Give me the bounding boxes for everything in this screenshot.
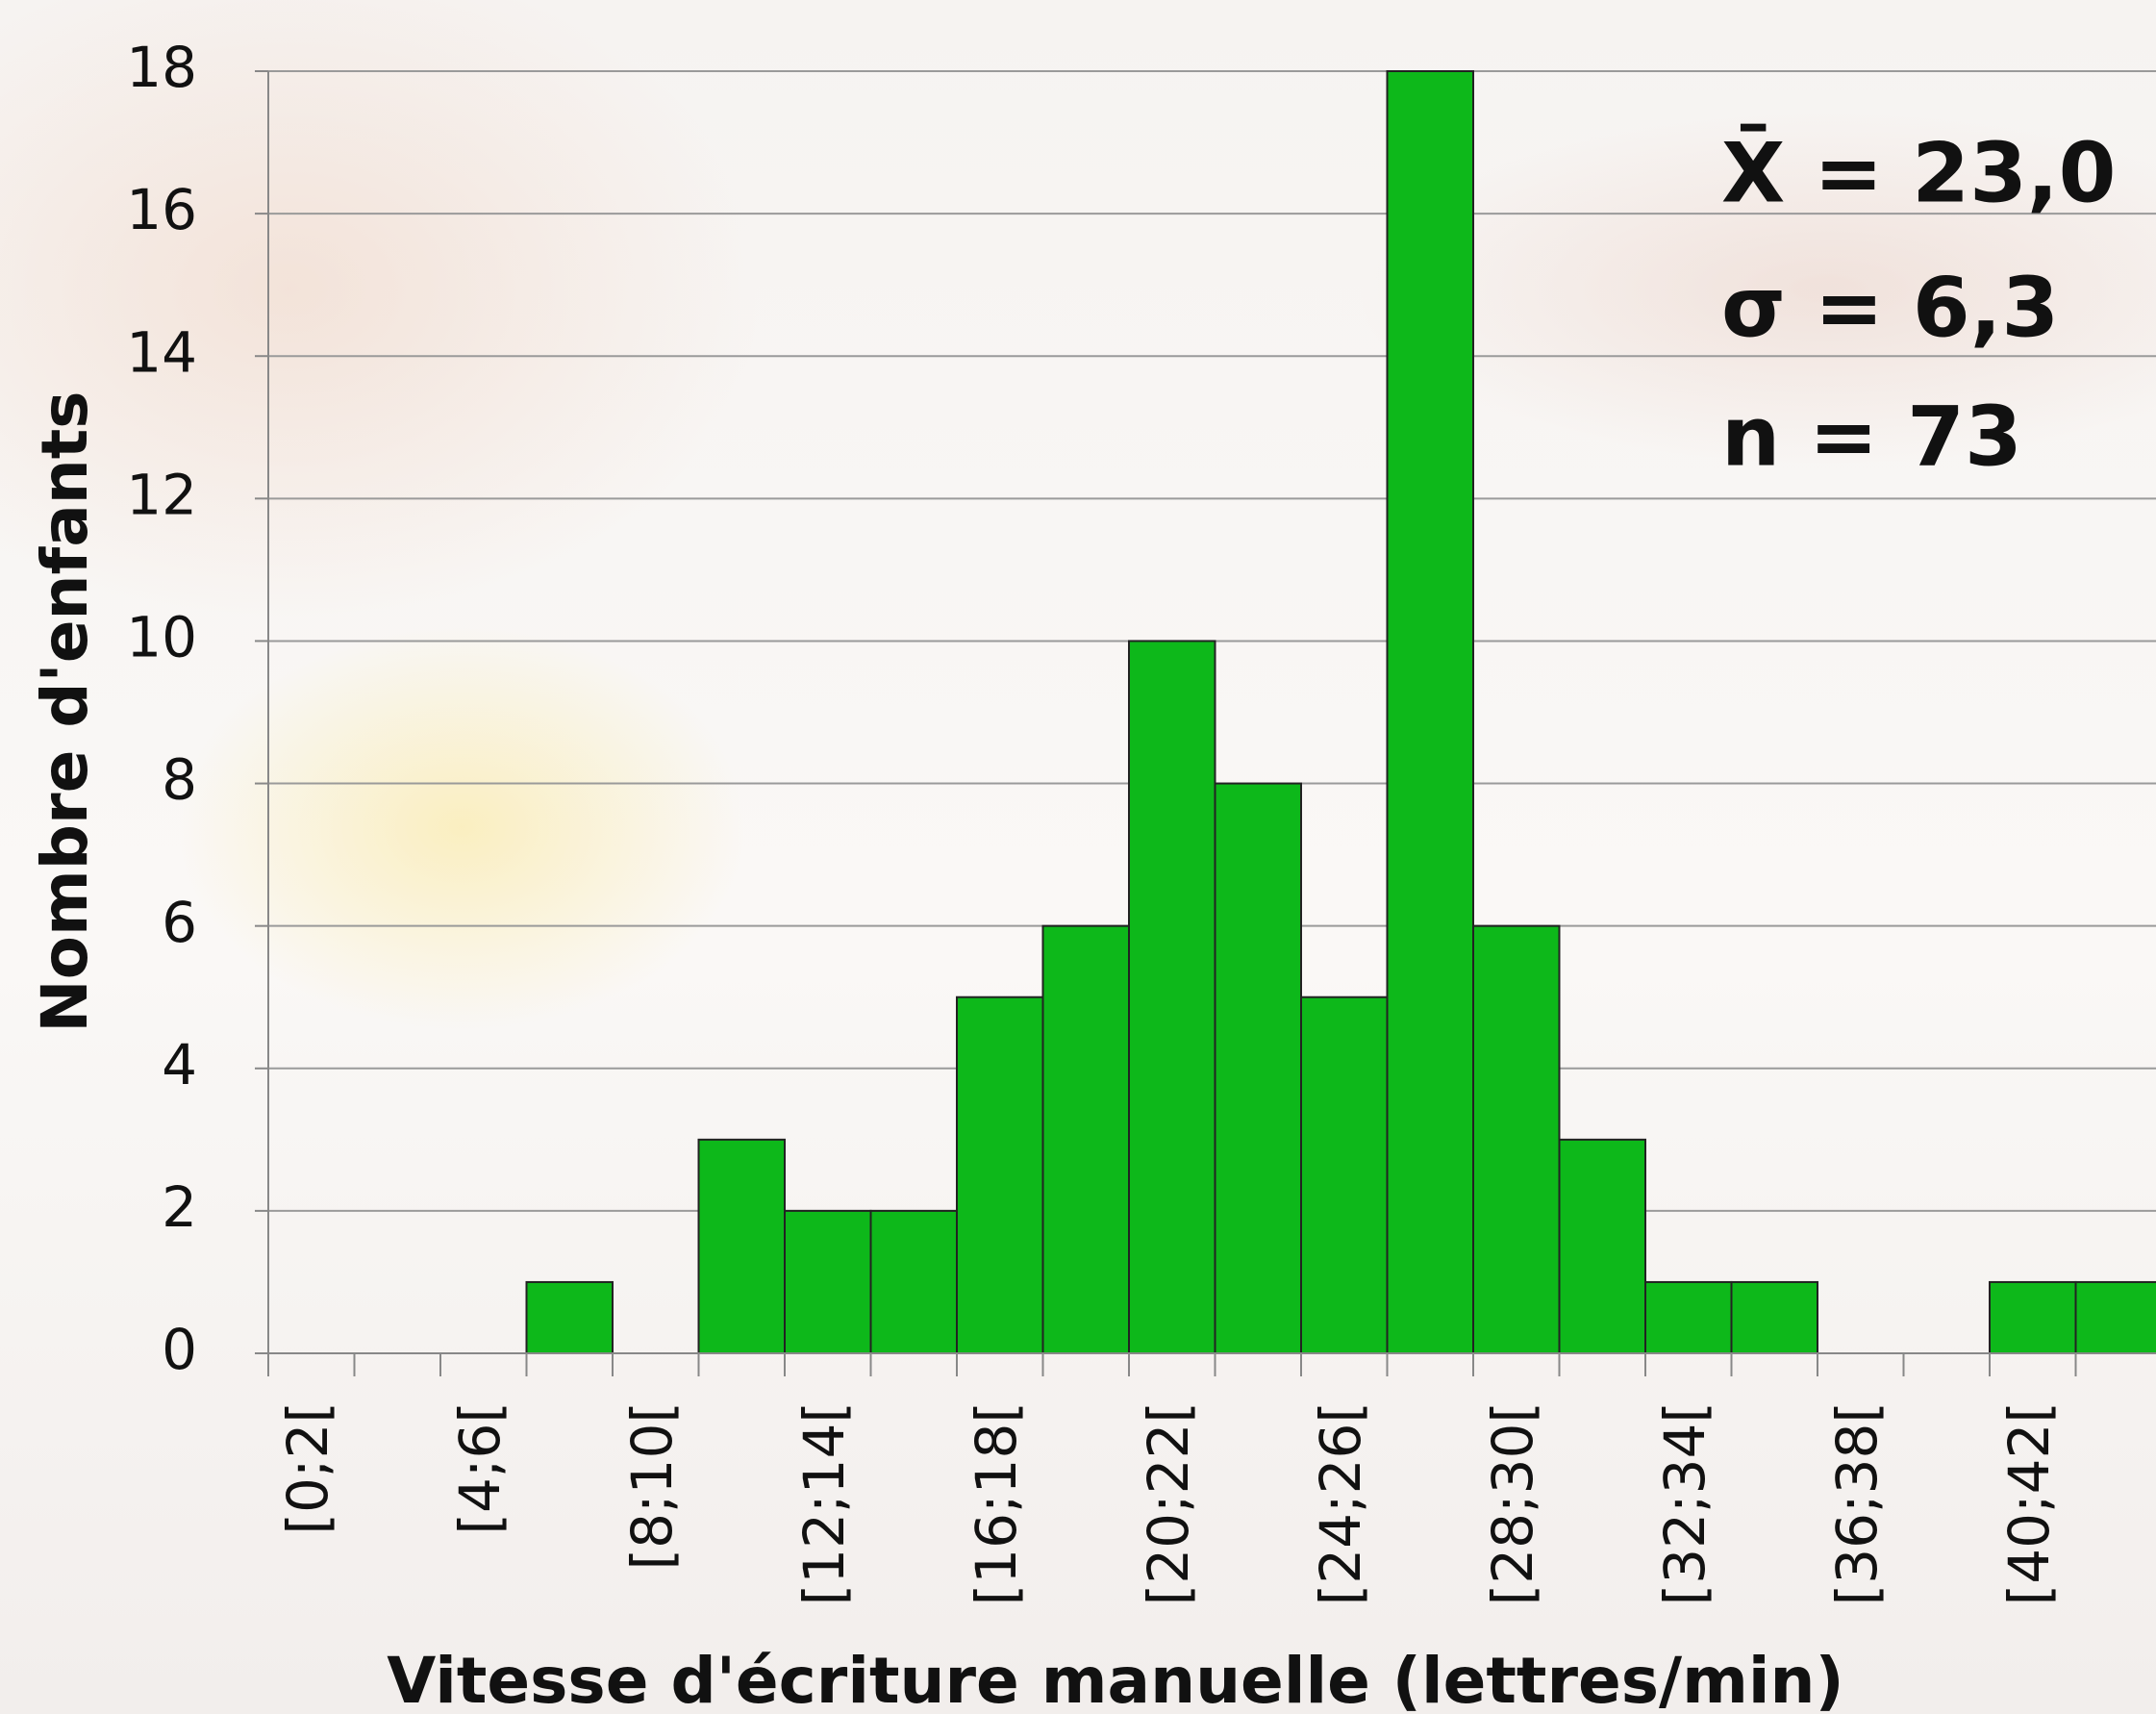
y-tick-label: 12 (126, 462, 197, 527)
annotation: n = 73 (1721, 389, 2022, 485)
bar (785, 1211, 871, 1353)
bar (871, 1211, 958, 1353)
y-tick-label: 8 (162, 747, 197, 813)
x-tick-label: [36;38[ (1824, 1401, 1890, 1605)
x-tick-label: [32;34[ (1652, 1401, 1717, 1605)
y-tick-label: 16 (126, 177, 197, 242)
x-tick-label: [28;30[ (1480, 1401, 1545, 1605)
x-tick-label: [0;2[ (275, 1401, 340, 1535)
bar (1129, 641, 1216, 1353)
y-tick-label: 14 (126, 319, 197, 385)
x-tick-label: [40;42[ (1996, 1401, 2062, 1605)
page: {"chart_data": {"type": "bar", "x_label"… (0, 0, 2156, 1714)
x-tick-label: [24;26[ (1308, 1401, 1373, 1605)
bar (527, 1282, 614, 1353)
bar (1301, 997, 1388, 1353)
annotation: σ = 6,3 (1721, 260, 2059, 356)
x-tick-label: [16;18[ (964, 1401, 1029, 1605)
bar (699, 1140, 786, 1353)
bar (2076, 1282, 2156, 1353)
y-tick-label: 10 (126, 605, 197, 670)
bar (1990, 1282, 2076, 1353)
y-tick-label: 4 (162, 1032, 197, 1097)
annotation: X̄ = 23,0 (1721, 124, 2116, 222)
bar (1388, 71, 1474, 1353)
y-tick-label: 6 (162, 890, 197, 955)
y-tick-label: 18 (126, 35, 197, 100)
x-tick-label: [20;22[ (1136, 1401, 1201, 1605)
y-tick-label: 2 (162, 1174, 197, 1240)
y-tick-label: 0 (162, 1317, 197, 1382)
bar (1216, 784, 1302, 1353)
x-axis-title: Vitesse d'écriture manuelle (lettres/min… (387, 1644, 1843, 1714)
bar (1645, 1282, 1732, 1353)
bar (957, 997, 1043, 1353)
x-tick-label: [4;6[ (447, 1401, 513, 1535)
bar (1560, 1140, 1646, 1353)
x-tick-label: [8;10[ (619, 1401, 685, 1571)
chart: Nombre d'enfants Vitesse d'écriture manu… (0, 0, 2156, 1714)
y-axis-title: Nombre d'enfants (28, 391, 102, 1032)
x-tick-label: [12;14[ (791, 1401, 857, 1605)
bar (1473, 926, 1560, 1353)
bar (1043, 926, 1130, 1353)
bar (1732, 1282, 1818, 1353)
